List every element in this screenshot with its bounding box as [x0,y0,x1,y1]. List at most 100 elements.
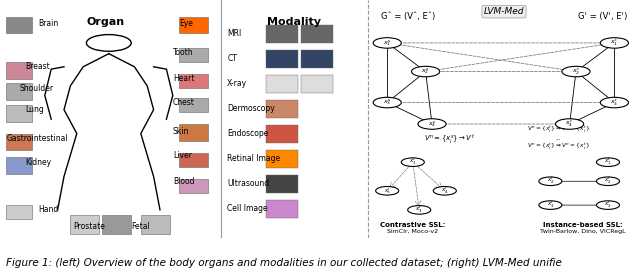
FancyBboxPatch shape [179,98,208,112]
Text: Contrastive SSL:: Contrastive SSL: [380,222,445,228]
Text: $x_3^t$: $x_3^t$ [611,97,618,108]
Text: $x_1^t$: $x_1^t$ [409,157,417,167]
FancyBboxPatch shape [368,0,640,238]
Text: X-ray: X-ray [227,79,247,88]
Text: $x_1^t$: $x_1^t$ [604,157,612,167]
Text: Fetal: Fetal [131,222,150,231]
FancyBboxPatch shape [266,200,298,218]
Text: Modality: Modality [268,17,321,27]
Text: Figure 1: (left) Overview of the body organs and modalities in our collected dat: Figure 1: (left) Overview of the body or… [6,258,563,268]
Text: Ultrasound: Ultrasound [227,179,269,188]
FancyBboxPatch shape [6,157,32,174]
Text: Breast: Breast [26,62,51,71]
FancyBboxPatch shape [0,0,640,238]
Text: $x_4^s$: $x_4^s$ [428,119,436,129]
Circle shape [408,206,431,214]
FancyBboxPatch shape [6,62,32,79]
Text: Blood: Blood [173,177,195,186]
FancyBboxPatch shape [221,0,368,238]
Text: Liver: Liver [173,150,191,160]
FancyBboxPatch shape [102,215,131,234]
Text: $x_4^t$: $x_4^t$ [441,186,449,196]
FancyBboxPatch shape [266,150,298,168]
Circle shape [600,38,628,48]
Circle shape [376,186,399,195]
FancyBboxPatch shape [141,215,170,234]
Text: Hand: Hand [38,205,59,214]
Text: Cell Image: Cell Image [227,204,268,213]
Text: $x_2^t$: $x_2^t$ [547,176,554,186]
FancyBboxPatch shape [301,50,333,68]
Circle shape [433,186,456,195]
FancyBboxPatch shape [266,125,298,143]
Text: SimClr, Moco-v2: SimClr, Moco-v2 [387,229,438,234]
FancyBboxPatch shape [266,25,298,43]
Text: Instance-based SSL:: Instance-based SSL: [543,222,622,228]
Circle shape [373,97,401,108]
Text: CT: CT [227,54,237,63]
Circle shape [412,66,440,77]
Text: $x_2^t$: $x_2^t$ [572,66,580,77]
Text: Heart: Heart [173,74,195,83]
Text: Gˆ = (Vˆ, Eˆ): Gˆ = (Vˆ, Eˆ) [381,12,435,21]
FancyBboxPatch shape [266,75,298,93]
Text: $x_t^i$: $x_t^i$ [384,185,390,196]
Circle shape [596,177,620,186]
FancyBboxPatch shape [301,75,333,93]
Text: Brain: Brain [38,19,59,28]
Text: Endoscope: Endoscope [227,129,269,138]
FancyBboxPatch shape [179,179,208,193]
Text: Kidney: Kidney [26,158,52,167]
Circle shape [600,97,628,108]
FancyBboxPatch shape [70,215,99,234]
Text: Eye: Eye [179,19,193,28]
Circle shape [539,177,562,186]
Circle shape [596,158,620,166]
Text: $x_1^s$: $x_1^s$ [383,38,391,48]
Text: $x_3^t$: $x_3^t$ [415,205,423,215]
FancyBboxPatch shape [6,105,32,122]
Circle shape [418,119,446,129]
Text: Shoulder: Shoulder [19,84,53,93]
Text: LVM-Med: LVM-Med [484,7,524,16]
FancyBboxPatch shape [266,100,298,118]
FancyBboxPatch shape [179,153,208,167]
Text: $V^n = \{x_i^s\} \rightarrow V^t$: $V^n = \{x_i^s\} \rightarrow V^t$ [424,132,475,145]
FancyBboxPatch shape [6,83,32,100]
Circle shape [373,38,401,48]
FancyBboxPatch shape [0,0,221,238]
Text: $x_3^t$: $x_3^t$ [547,200,554,210]
Circle shape [562,66,590,77]
FancyBboxPatch shape [179,124,208,141]
FancyBboxPatch shape [6,17,32,33]
Text: Prostate: Prostate [74,222,106,231]
Text: Tooth: Tooth [173,48,193,57]
Text: Skin: Skin [173,127,189,136]
Text: Dermoscopy: Dermoscopy [227,104,275,113]
Text: $x_3^t$: $x_3^t$ [604,200,612,210]
Text: Lung: Lung [26,105,44,114]
FancyBboxPatch shape [6,205,32,220]
Text: $x_2^t$: $x_2^t$ [604,176,612,186]
Text: $x_2^s$: $x_2^s$ [422,67,429,76]
Circle shape [401,158,424,166]
Circle shape [539,201,562,209]
FancyBboxPatch shape [6,134,32,150]
Text: Organ: Organ [86,17,125,27]
Text: Chest: Chest [173,98,195,107]
Text: MRI: MRI [227,29,241,38]
Text: $V^n = \{x_i^t\} \Rightarrow V^n = \{x_i^t\}$
...
$V^n = \{x_i^t\} \Rightarrow V: $V^n = \{x_i^t\} \Rightarrow V^n = \{x_i… [527,124,590,152]
Text: $x_4^t$: $x_4^t$ [565,119,574,129]
FancyBboxPatch shape [266,175,298,193]
FancyBboxPatch shape [179,48,208,62]
FancyBboxPatch shape [179,74,208,88]
Text: $x_3^s$: $x_3^s$ [383,98,391,107]
Text: $x_1^t$: $x_1^t$ [611,38,618,48]
FancyBboxPatch shape [179,17,208,33]
FancyBboxPatch shape [266,50,298,68]
Text: Gastrointestinal: Gastrointestinal [6,134,68,143]
Text: Gʿ = (Vʿ, Eʿ): Gʿ = (Vʿ, Eʿ) [578,12,627,21]
Circle shape [596,201,620,209]
FancyBboxPatch shape [301,25,333,43]
Text: Retinal Image: Retinal Image [227,154,280,163]
